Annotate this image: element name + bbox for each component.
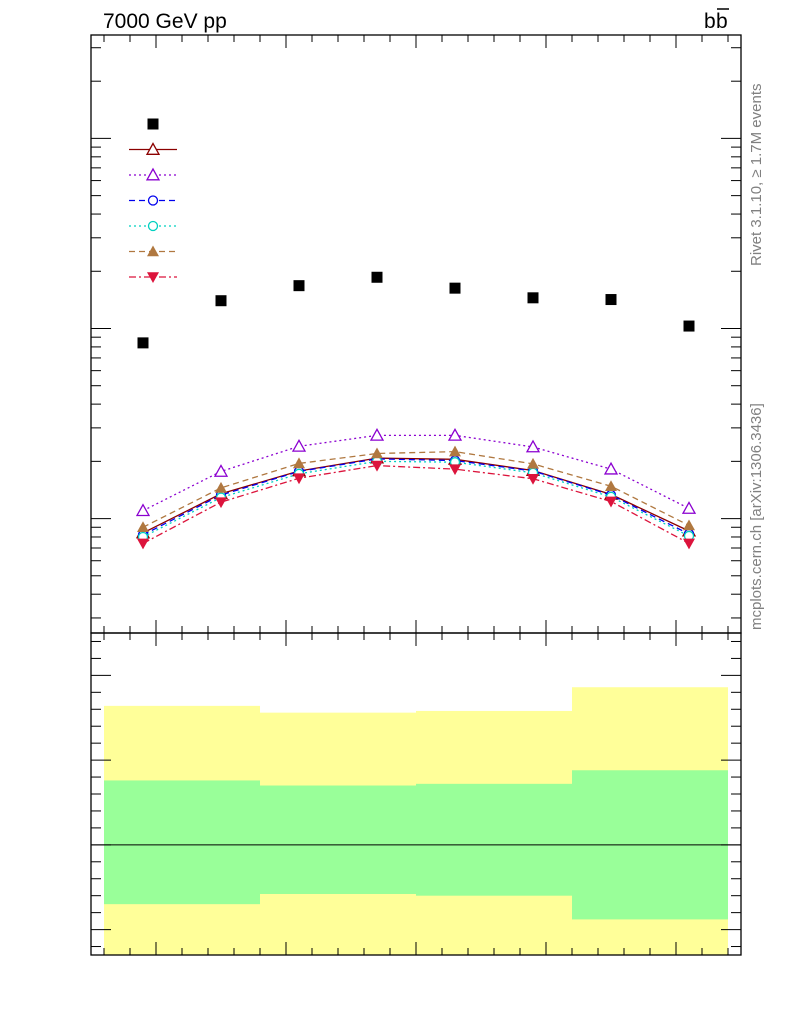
legend-marker	[147, 272, 159, 283]
header-energy-label: 7000 GeV pp	[103, 10, 227, 33]
header-process-label: b b	[704, 8, 729, 33]
data-point	[603, 461, 619, 475]
data-point	[683, 320, 695, 332]
data-point	[527, 473, 539, 485]
data-point	[371, 447, 383, 459]
data-point	[213, 464, 229, 477]
series-line	[142, 460, 690, 538]
data-point	[605, 496, 617, 508]
data-point	[371, 460, 383, 472]
header-process-b: b	[704, 10, 716, 33]
legend-marker	[145, 167, 161, 181]
legend-entry-1	[129, 142, 177, 155]
rivet-version-label: Rivet 3.1.10, ≥ 1.7M events	[748, 84, 765, 267]
data-point	[605, 294, 617, 306]
data-point	[683, 538, 695, 550]
data-point	[215, 497, 227, 509]
data-point	[447, 428, 463, 441]
main-frame	[90, 34, 742, 634]
legend-marker	[145, 142, 161, 155]
data-point	[291, 438, 307, 452]
data-point	[293, 280, 305, 292]
data-point	[137, 521, 149, 533]
data-point	[527, 292, 539, 304]
legend-entry-6	[129, 272, 177, 283]
series-2	[135, 428, 697, 517]
data-point	[293, 473, 305, 485]
data-point	[215, 295, 227, 307]
data-point	[605, 480, 617, 492]
legend-entry-5	[129, 245, 177, 257]
header-process-bbar: b	[716, 10, 728, 33]
series-0	[137, 271, 695, 349]
legend-entry-3	[129, 195, 177, 206]
legend-entry-4	[129, 220, 177, 232]
legend-marker	[147, 220, 159, 232]
data-point	[137, 538, 149, 550]
data-point	[681, 501, 697, 514]
series-line	[142, 458, 690, 536]
ratio-panel	[90, 632, 742, 956]
legend-marker	[147, 118, 159, 130]
data-point	[369, 428, 385, 441]
mcplots-label: mcplots.cern.ch [arXiv:1306.3436]	[748, 403, 765, 630]
data-point	[371, 271, 383, 283]
data-point	[527, 457, 539, 469]
legend-marker	[147, 245, 159, 257]
data-point	[137, 337, 149, 349]
legend-marker	[147, 195, 159, 206]
data-point	[215, 481, 227, 493]
series-5	[137, 445, 695, 533]
uncertainty-band-green	[104, 780, 260, 905]
legend-entry-0	[147, 118, 159, 130]
data-point	[449, 464, 461, 476]
data-point	[135, 503, 151, 517]
series-line	[142, 464, 690, 544]
series-6	[137, 460, 695, 550]
data-point	[293, 457, 305, 469]
main-panel	[90, 34, 742, 634]
uncertainty-band-green	[260, 785, 416, 894]
series-line	[142, 434, 690, 512]
data-point	[683, 519, 695, 531]
uncertainty-band-green	[416, 783, 572, 896]
series-line	[142, 450, 690, 528]
legend-entry-2	[129, 167, 177, 181]
data-point	[525, 439, 541, 453]
data-point	[449, 282, 461, 294]
data-point	[449, 445, 461, 457]
